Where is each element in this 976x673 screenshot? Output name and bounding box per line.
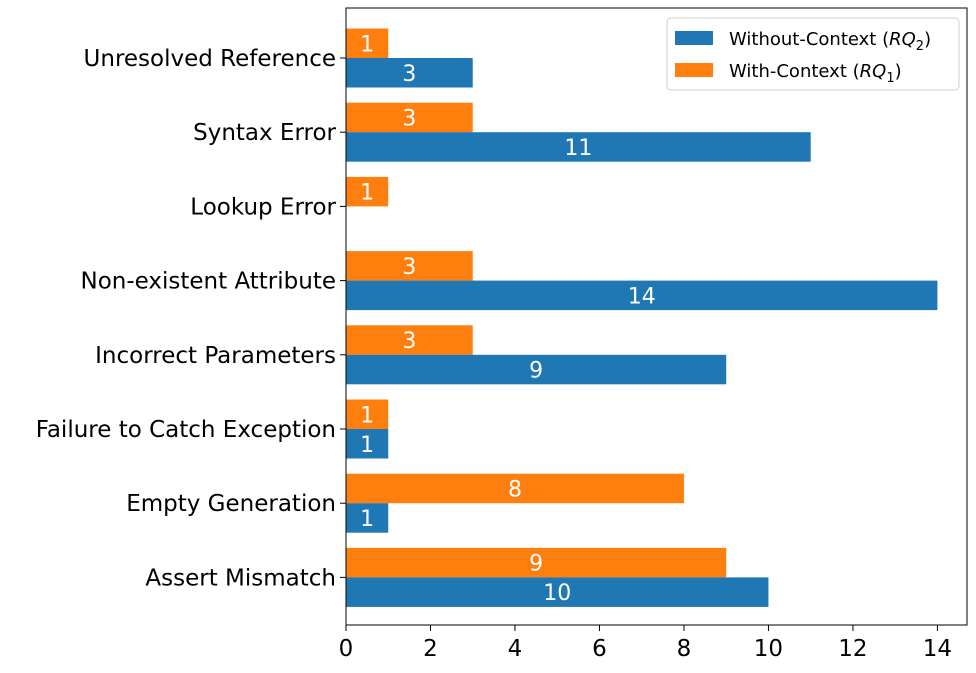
data-label-with-context-4: 3 (402, 329, 416, 354)
x-tick-label-4: 8 (677, 636, 692, 662)
bar-without-context-7 (346, 577, 769, 607)
plot-frame (345, 7, 968, 626)
legend-box (666, 17, 960, 91)
x-tick-label-7: 14 (923, 636, 952, 662)
x-tick-label-2: 4 (508, 636, 523, 662)
bar-without-context-1 (346, 132, 811, 162)
bar-without-context-5 (346, 429, 389, 459)
legend-swatch-without-context (675, 31, 713, 45)
data-label-without-context-4: 9 (529, 359, 543, 384)
legend-subscript: 2 (916, 39, 924, 54)
x-tick-label-5: 10 (754, 636, 783, 662)
x-tick-label-6: 12 (838, 636, 867, 662)
legend-math-part: RQ (860, 61, 887, 82)
data-label-without-context-7: 10 (543, 581, 571, 606)
data-label-with-context-0: 1 (360, 32, 374, 57)
legend-subscript: 1 (886, 71, 894, 86)
data-label-without-context-5: 1 (360, 433, 374, 458)
bar-with-context-4 (346, 325, 473, 355)
bar-with-context-3 (346, 251, 473, 281)
category-label-7: Assert Mismatch (145, 565, 336, 591)
category-label-0: Unresolved Reference (84, 46, 336, 72)
category-label-5: Failure to Catch Exception (36, 417, 336, 443)
data-label-with-context-7: 9 (529, 552, 543, 577)
bar-without-context-3 (346, 280, 938, 311)
bar-with-context-1 (346, 102, 473, 133)
legend-math-part: RQ (889, 29, 916, 50)
legend-label-without-context: Without-Context (RQ2) (729, 29, 931, 54)
x-tick-label-3: 6 (592, 636, 607, 662)
category-label-2: Lookup Error (190, 194, 336, 220)
bar-with-context-2 (346, 176, 389, 207)
x-tick-label-1: 2 (423, 636, 438, 662)
legend-close-paren: ) (924, 29, 931, 50)
bar-with-context-0 (346, 28, 389, 58)
bar-without-context-0 (346, 58, 473, 88)
bar-with-context-6 (346, 473, 684, 504)
data-label-with-context-6: 8 (508, 477, 522, 502)
x-tick-label-0: 0 (339, 636, 354, 662)
legend-text-part: With-Context ( (729, 61, 860, 82)
legend-swatch-with-context (675, 63, 713, 77)
bar-without-context-6 (346, 503, 389, 533)
legend-text-part: Without-Context ( (729, 29, 889, 50)
bar-with-context-7 (346, 547, 727, 578)
data-label-with-context-3: 3 (402, 255, 416, 280)
data-label-without-context-6: 1 (360, 507, 374, 532)
category-label-4: Incorrect Parameters (95, 343, 336, 369)
bar-without-context-4 (346, 354, 727, 385)
data-label-with-context-5: 1 (360, 403, 374, 428)
legend-close-paren: ) (895, 61, 902, 82)
data-label-with-context-2: 1 (360, 181, 374, 206)
data-label-without-context-0: 3 (402, 62, 416, 87)
data-label-without-context-1: 11 (564, 136, 592, 161)
category-label-3: Non-existent Attribute (80, 269, 336, 295)
category-label-6: Empty Generation (126, 491, 336, 517)
data-label-with-context-1: 3 (402, 106, 416, 131)
category-label-1: Syntax Error (193, 120, 336, 146)
legend-label-with-context: With-Context (RQ1) (729, 61, 902, 86)
data-label-without-context-3: 14 (628, 284, 656, 309)
bar-with-context-5 (346, 399, 389, 429)
